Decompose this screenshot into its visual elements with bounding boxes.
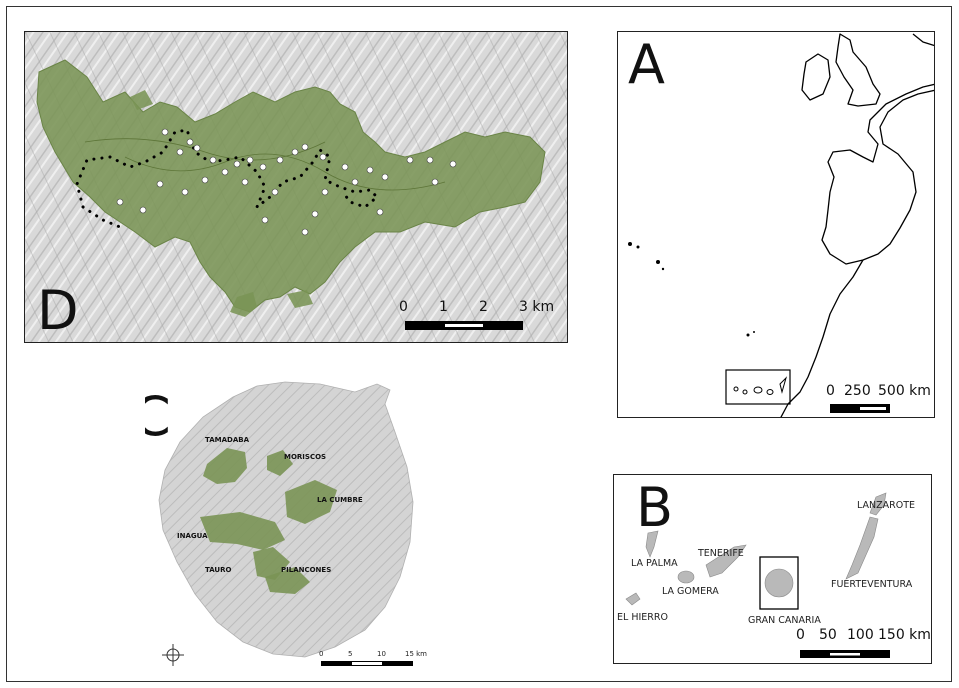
panel-b-letter: B <box>636 476 674 539</box>
scale-tick: 250 <box>844 383 871 399</box>
scale-tick: 0 <box>399 299 408 315</box>
island-label-tenerife: TENERIFE <box>698 548 744 559</box>
scale-tick: 500 km <box>878 383 931 399</box>
panel-d-detail-map: D 0 1 2 3 km <box>24 31 568 343</box>
ireland-outline <box>801 53 831 101</box>
fuerteventura-shape <box>845 516 879 580</box>
island-label-lanzarote: LANZAROTE <box>857 500 916 511</box>
forest-label-pilancones: PILANCONES <box>281 566 332 574</box>
scale-tick: 150 km <box>878 627 931 643</box>
gran-canaria-outline <box>158 381 414 658</box>
europe-outline <box>821 83 934 265</box>
scale-tick: 50 <box>819 627 837 643</box>
north-arrow <box>162 644 184 666</box>
panel-b-islands-map <box>625 492 890 658</box>
panel-a-overview-map: A 0 250 500 km <box>617 31 935 418</box>
atlantic-islands <box>628 242 755 337</box>
island-label-el-hierro: EL HIERRO <box>617 612 668 623</box>
scale-tick: 2 <box>479 299 488 315</box>
route-dotted-line <box>75 128 380 229</box>
la-palma-shape <box>645 530 659 558</box>
panel-d-scale-bar <box>405 321 523 330</box>
africa-outline <box>780 259 864 417</box>
scale-tick: 0 <box>796 627 805 643</box>
island-label-la-palma: LA PALMA <box>631 558 678 569</box>
lanzarote-shape <box>869 492 887 516</box>
panel-d-letter: D <box>37 279 79 342</box>
panel-c-gran-canaria-map: C TAMADABA MORISCOS LA CUMBRE INAGUA TAU… <box>145 372 440 667</box>
canary-islands-small <box>733 376 788 395</box>
scale-tick: 15 km <box>405 650 428 658</box>
forest-label-tauro: TAURO <box>205 566 232 574</box>
scale-tick: 3 km <box>519 299 555 315</box>
panel-c-letter: C <box>145 385 171 448</box>
panel-c-scale-bar <box>321 661 413 666</box>
island-label-fuerteventura: FUERTEVENTURA <box>831 579 913 590</box>
la-gomera-shape <box>677 570 695 584</box>
panel-b-canary-islands-map: B LANZAROTE TENERIFE LA PALMA FUERTEVENT… <box>613 474 932 664</box>
island-label-la-gomera: LA GOMERA <box>662 586 719 597</box>
gran-canaria-shape <box>764 568 794 598</box>
panel-b-scale-bar <box>800 650 890 658</box>
scale-tick: 1 <box>439 299 448 315</box>
forest-label-la-cumbre: LA CUMBRE <box>317 496 363 504</box>
panel-c-island-relief <box>158 381 414 666</box>
sample-points <box>116 128 457 236</box>
tenerife-shape <box>705 544 747 578</box>
gran-canaria-inset-box <box>759 556 799 610</box>
scale-tick: 0 <box>319 650 324 658</box>
panel-d-relief-map <box>25 32 567 342</box>
scale-tick: 0 <box>826 383 835 399</box>
forest-label-tamadaba: TAMADABA <box>205 436 250 444</box>
scale-tick: 100 <box>847 627 874 643</box>
panel-a-coastline-map <box>628 33 934 417</box>
canary-inset-box <box>725 369 791 405</box>
scale-tick: 10 <box>377 650 386 658</box>
panel-a-scale-bar <box>830 404 890 413</box>
el-hierro-shape <box>625 592 641 606</box>
island-label-gran-canaria: GRAN CANARIA <box>748 615 821 626</box>
forest-areas-c <box>200 448 337 594</box>
europe-north <box>912 33 934 47</box>
panel-a-letter: A <box>628 33 665 96</box>
scale-tick: 5 <box>348 650 353 658</box>
forest-area-d <box>36 59 546 313</box>
forest-label-moriscos: MORISCOS <box>284 453 327 461</box>
forest-label-inagua: INAGUA <box>177 532 208 540</box>
britain-outline <box>835 33 881 107</box>
